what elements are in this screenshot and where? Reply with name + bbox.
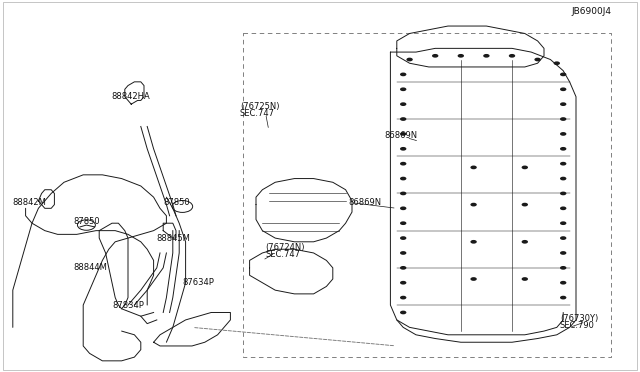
Circle shape xyxy=(400,236,406,240)
Text: 87850: 87850 xyxy=(163,198,190,207)
Circle shape xyxy=(400,177,406,180)
Text: 88844M: 88844M xyxy=(74,263,108,272)
Circle shape xyxy=(483,54,490,58)
Circle shape xyxy=(560,206,566,210)
Text: JB6900J4: JB6900J4 xyxy=(571,7,611,16)
Circle shape xyxy=(400,147,406,151)
Circle shape xyxy=(400,102,406,106)
Text: SEC.747: SEC.747 xyxy=(266,250,301,259)
Circle shape xyxy=(560,266,566,270)
Circle shape xyxy=(400,192,406,195)
Circle shape xyxy=(522,166,528,169)
Circle shape xyxy=(560,73,566,76)
Circle shape xyxy=(470,240,477,244)
Text: 86869N: 86869N xyxy=(349,198,382,207)
Circle shape xyxy=(560,117,566,121)
Circle shape xyxy=(400,73,406,76)
Circle shape xyxy=(406,58,413,61)
Text: 87850: 87850 xyxy=(74,217,100,226)
Circle shape xyxy=(560,147,566,151)
Text: 87834P: 87834P xyxy=(112,301,144,310)
Circle shape xyxy=(470,277,477,281)
Circle shape xyxy=(400,281,406,285)
Circle shape xyxy=(560,296,566,299)
Circle shape xyxy=(400,266,406,270)
Text: 88842HA: 88842HA xyxy=(112,92,150,101)
Circle shape xyxy=(400,311,406,314)
Circle shape xyxy=(400,221,406,225)
Circle shape xyxy=(509,54,515,58)
Text: (76725N): (76725N) xyxy=(240,102,280,110)
Circle shape xyxy=(560,102,566,106)
Circle shape xyxy=(458,54,464,58)
Circle shape xyxy=(534,58,541,61)
Circle shape xyxy=(560,236,566,240)
Circle shape xyxy=(522,240,528,244)
Text: 88845M: 88845M xyxy=(157,234,191,243)
Text: SEC.790: SEC.790 xyxy=(560,321,595,330)
Circle shape xyxy=(560,162,566,166)
Circle shape xyxy=(400,206,406,210)
Text: SEC.747: SEC.747 xyxy=(240,109,275,118)
Circle shape xyxy=(560,132,566,136)
Text: 86869N: 86869N xyxy=(384,131,417,140)
Text: 88842M: 88842M xyxy=(13,198,47,207)
Circle shape xyxy=(400,162,406,166)
Circle shape xyxy=(470,203,477,206)
Circle shape xyxy=(522,203,528,206)
Circle shape xyxy=(560,87,566,91)
Circle shape xyxy=(560,251,566,255)
Circle shape xyxy=(400,117,406,121)
Circle shape xyxy=(400,87,406,91)
Text: 87634P: 87634P xyxy=(182,278,214,287)
Circle shape xyxy=(560,177,566,180)
Circle shape xyxy=(560,192,566,195)
Circle shape xyxy=(554,61,560,65)
Circle shape xyxy=(400,296,406,299)
Circle shape xyxy=(560,221,566,225)
Circle shape xyxy=(522,277,528,281)
Text: (76724N): (76724N) xyxy=(266,243,305,252)
Circle shape xyxy=(400,251,406,255)
Circle shape xyxy=(560,281,566,285)
Circle shape xyxy=(432,54,438,58)
Text: (76730Y): (76730Y) xyxy=(560,314,598,323)
Circle shape xyxy=(400,132,406,136)
Circle shape xyxy=(470,166,477,169)
